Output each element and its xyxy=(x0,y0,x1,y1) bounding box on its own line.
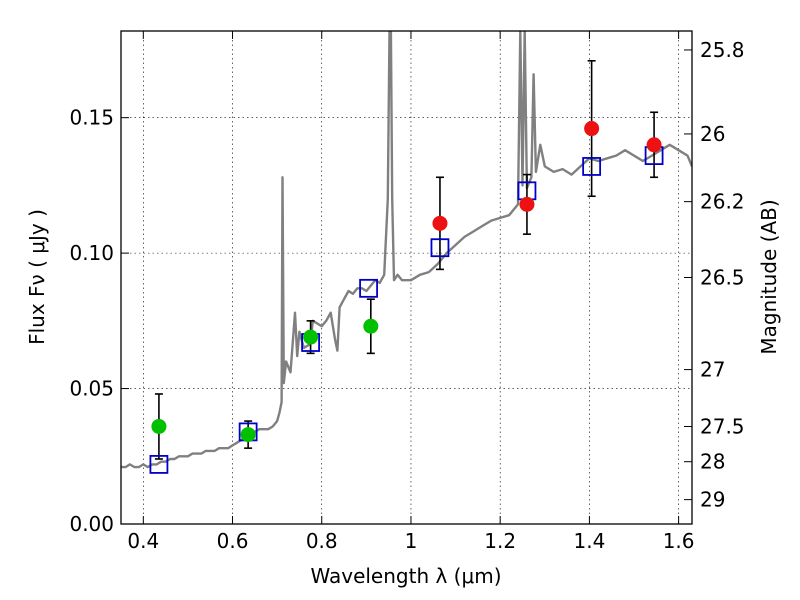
model-band-square xyxy=(359,278,378,298)
y2-tick-label: 28 xyxy=(700,450,725,474)
photometry-points xyxy=(149,59,664,474)
x-axis-title: Wavelength λ (μm) xyxy=(310,564,501,588)
x-tick-label: 1.2 xyxy=(484,529,516,553)
grid xyxy=(121,31,692,525)
spectrum-line xyxy=(121,31,692,469)
observed-point xyxy=(646,137,662,153)
x-tick-label: 1 xyxy=(405,529,418,553)
x-tick-label: 1.6 xyxy=(663,529,695,553)
x-tick-label: 0.8 xyxy=(306,529,338,553)
observed-point xyxy=(432,215,448,231)
observed-point xyxy=(519,196,535,212)
model-band-square xyxy=(430,238,450,258)
x-tick-label: 0.4 xyxy=(127,529,159,553)
y-tick-label: 0.10 xyxy=(69,241,114,265)
y2-tick-label: 26.5 xyxy=(700,266,745,290)
x-tick-label: 0.6 xyxy=(217,529,249,553)
y-tick-label: 0.00 xyxy=(69,512,114,536)
y2-tick-label: 26 xyxy=(700,122,725,146)
axis-ticks: 0.4 0.6 0.8 1 1.2 1.4 1.6 0.00 0.05 0.10 0.15 25.8 2… xyxy=(69,31,745,553)
y2-tick-label: 26.2 xyxy=(700,190,745,214)
y-tick-label: 0.05 xyxy=(69,377,114,401)
x-tick-label: 1.4 xyxy=(573,529,605,553)
y-axis-title: Flux Fν ( μJy ) xyxy=(25,209,49,345)
model-spectrum xyxy=(121,31,692,469)
model-band-square xyxy=(582,157,602,176)
observed-point xyxy=(303,329,319,345)
y2-tick-label: 27 xyxy=(700,358,725,382)
observed-point xyxy=(151,418,167,434)
y2-tick-label: 27.5 xyxy=(700,414,745,438)
y2-axis-title: Magnitude (AB) xyxy=(757,199,781,354)
observed-point xyxy=(240,427,256,443)
observed-point xyxy=(363,318,379,334)
y2-tick-label: 25.8 xyxy=(700,38,745,62)
y-tick-label: 0.15 xyxy=(69,106,114,130)
model-band-square xyxy=(149,455,169,474)
y2-tick-label: 29 xyxy=(700,488,725,512)
observed-point xyxy=(584,121,600,137)
